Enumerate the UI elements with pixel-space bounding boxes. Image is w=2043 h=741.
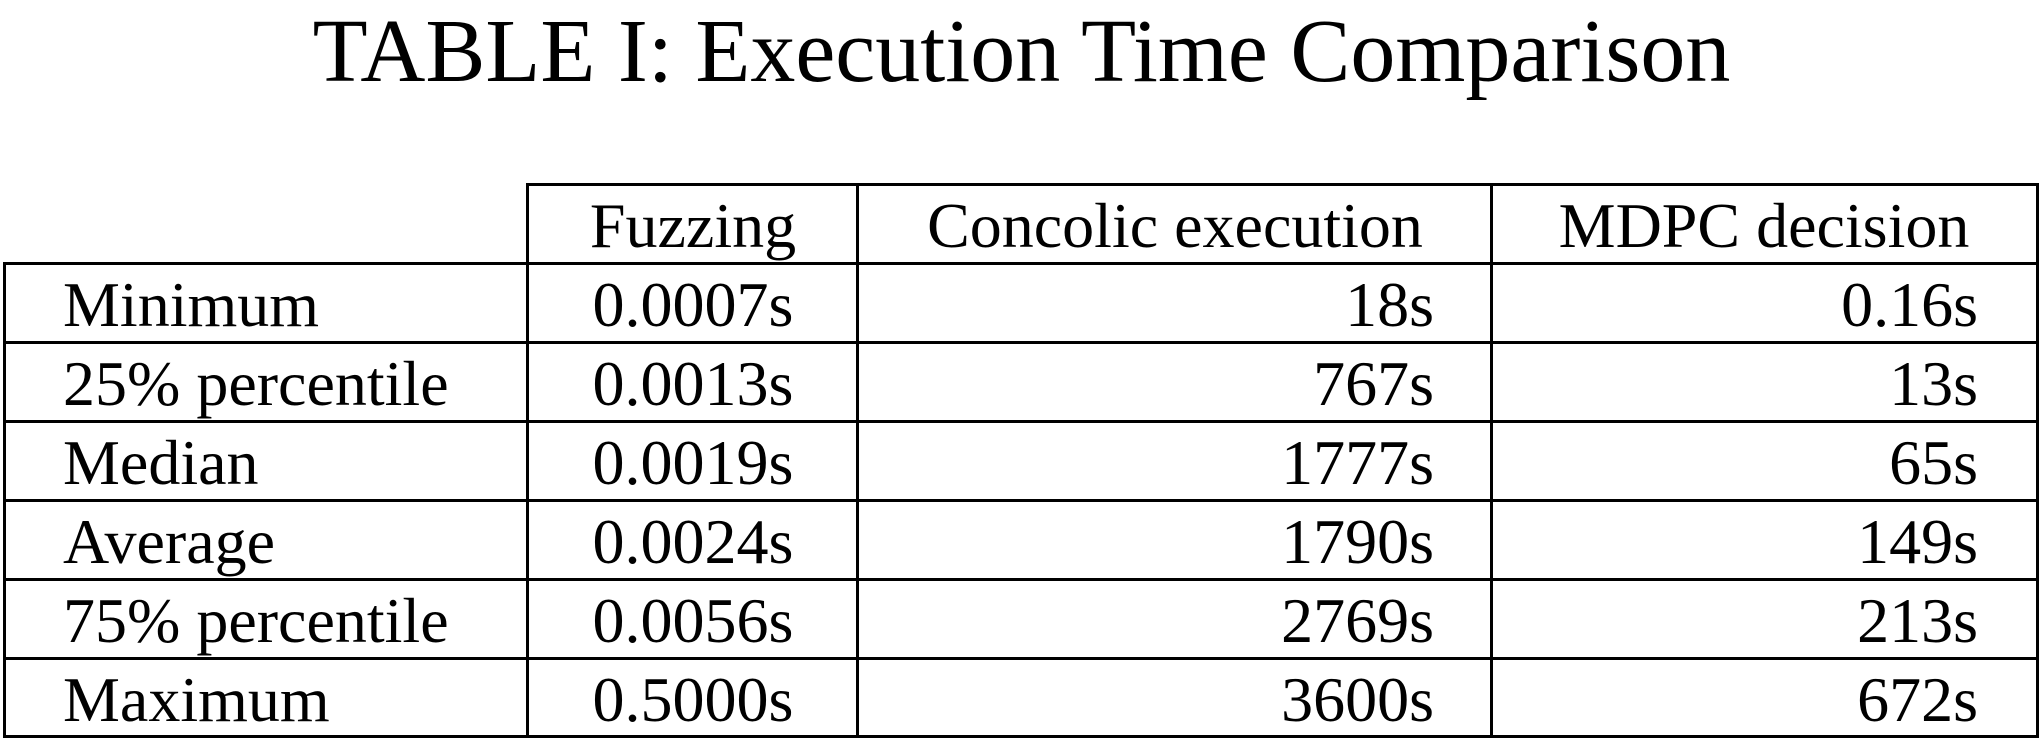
row-label: Maximum	[63, 664, 330, 735]
execution-time-table: Fuzzing Concolic execution MDPC decision…	[0, 183, 2039, 739]
column-divider	[1490, 183, 1493, 738]
mdpc-value: 65s	[1889, 427, 1978, 498]
header-cell-mdpc: MDPC decision	[1558, 190, 1970, 261]
mdpc-value: 0.16s	[1841, 269, 1978, 340]
row-divider	[3, 420, 2036, 423]
row-divider	[3, 578, 2036, 581]
table-caption: TABLE I: Execution Time Comparison	[312, 2, 1731, 101]
table-row: Maximum 0.5000s 3600s 672s	[3, 660, 2036, 739]
fuzzing-value: 0.0007s	[592, 269, 794, 340]
fuzzing-value: 0.0013s	[592, 348, 794, 419]
column-divider	[856, 183, 859, 738]
row-label: 25% percentile	[63, 348, 449, 419]
mdpc-value: 13s	[1889, 348, 1978, 419]
table-row: Median 0.0019s 1777s 65s	[3, 423, 2036, 502]
concolic-value: 1777s	[1281, 427, 1434, 498]
table-header-row: Fuzzing Concolic execution MDPC decision	[3, 186, 2036, 265]
concolic-value: 2769s	[1281, 585, 1434, 656]
concolic-value: 1790s	[1281, 506, 1434, 577]
header-cell-fuzzing: Fuzzing	[589, 190, 797, 261]
fuzzing-value: 0.0024s	[592, 506, 794, 577]
concolic-value: 767s	[1313, 348, 1434, 419]
column-divider	[526, 183, 529, 738]
fuzzing-value: 0.5000s	[592, 664, 794, 735]
header-cell-concolic: Concolic execution	[927, 190, 1423, 261]
fuzzing-value: 0.0019s	[592, 427, 794, 498]
fuzzing-value: 0.0056s	[592, 585, 794, 656]
mdpc-value: 149s	[1857, 506, 1978, 577]
table-top-gap	[0, 183, 528, 186]
table-row: Minimum 0.0007s 18s 0.16s	[3, 265, 2036, 344]
mdpc-value: 213s	[1857, 585, 1978, 656]
mdpc-value: 672s	[1857, 664, 1978, 735]
table-row: Average 0.0024s 1790s 149s	[3, 502, 2036, 581]
row-label: Minimum	[63, 269, 320, 340]
row-divider	[3, 262, 2036, 265]
concolic-value: 18s	[1345, 269, 1434, 340]
row-divider	[3, 341, 2036, 344]
header-cell-empty	[3, 186, 528, 265]
row-divider	[3, 499, 2036, 502]
concolic-value: 3600s	[1281, 664, 1434, 735]
table-row: 25% percentile 0.0013s 767s 13s	[3, 344, 2036, 423]
row-label: Average	[63, 506, 275, 577]
row-divider	[3, 657, 2036, 660]
row-label: 75% percentile	[63, 585, 449, 656]
row-label: Median	[63, 427, 259, 498]
table-row: 75% percentile 0.0056s 2769s 213s	[3, 581, 2036, 660]
